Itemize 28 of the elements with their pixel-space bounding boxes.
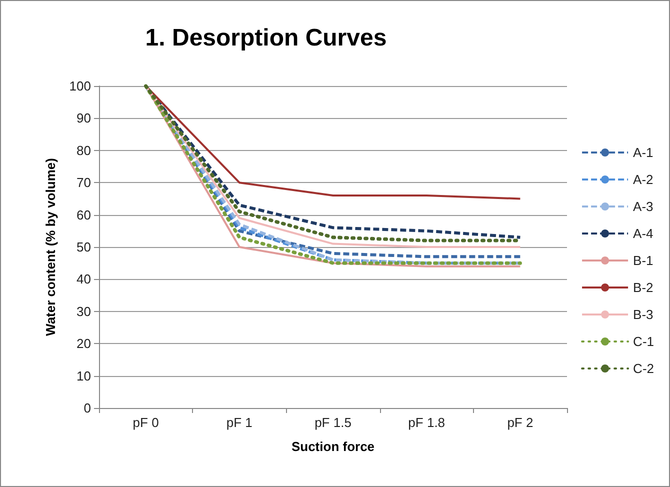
legend-label: A-4 — [633, 226, 654, 241]
y-tick-label: 100 — [69, 78, 91, 94]
x-tick-label: pF 2 — [507, 415, 534, 430]
x-axis-title: Suction force — [291, 439, 375, 454]
legend-label: B-1 — [633, 253, 654, 268]
y-tick-label: 0 — [84, 400, 91, 416]
legend-label: B-3 — [633, 307, 654, 322]
y-tick-label: 90 — [76, 110, 91, 126]
y-tick-label: 70 — [76, 175, 91, 190]
x-tick-label: pF 1.5 — [314, 415, 352, 430]
y-axis-title: Water content (% by volume) — [43, 158, 58, 336]
legend-label: A-3 — [633, 199, 654, 214]
legend-label: A-1 — [633, 145, 654, 160]
y-tick-label: 50 — [76, 240, 91, 254]
y-tick-label: 80 — [76, 142, 91, 158]
x-tick-label: pF 0 — [132, 415, 159, 430]
y-tick-label: 10 — [76, 368, 91, 384]
chart-title: 1. Desorption Curves — [145, 24, 387, 52]
legend-label: C-1 — [633, 334, 654, 349]
y-tick-label: 40 — [76, 272, 91, 287]
x-tick-label: pF 1 — [226, 415, 252, 430]
y-tick-label: 60 — [76, 207, 91, 222]
y-tick-label: 20 — [76, 336, 91, 352]
legend-label: C-2 — [633, 361, 654, 376]
legend-label: A-2 — [633, 172, 654, 187]
legend-label: B-2 — [633, 280, 654, 295]
x-tick-label: pF 1.8 — [408, 415, 446, 430]
y-tick-label: 30 — [76, 304, 91, 319]
